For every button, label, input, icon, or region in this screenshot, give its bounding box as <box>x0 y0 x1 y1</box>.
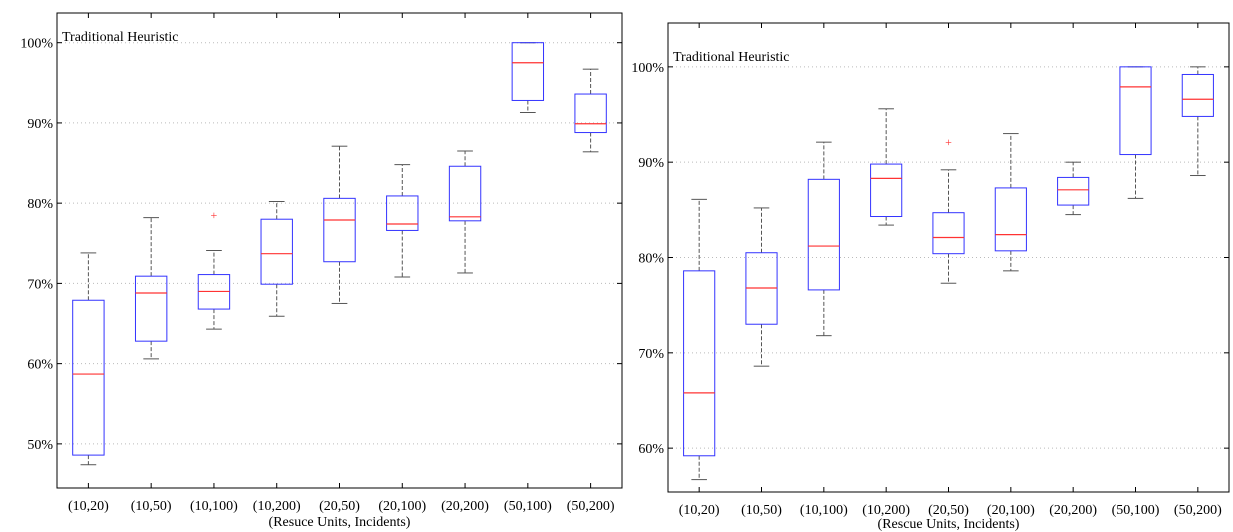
outlier-marker: + <box>945 135 952 149</box>
box-iqr <box>72 299 105 456</box>
x-tick-label: (20,100) <box>987 503 1035 518</box>
chart-title: Traditional Heuristic <box>62 30 179 45</box>
box-iqr <box>994 187 1027 252</box>
box-plot-8: (50,200) <box>1174 23 1222 518</box>
box-iqr <box>574 93 607 134</box>
box-plot-2: + (10,100) <box>190 13 238 514</box>
box-iqr <box>932 212 965 255</box>
box-plot-5: (20,100) <box>378 13 427 514</box>
x-tick-label: (20,200) <box>1049 503 1097 518</box>
x-tick-label: (50,200) <box>1174 503 1222 518</box>
x-tick-label: (10,50) <box>131 499 172 514</box>
x-axis-title: (Rescue Units, Incidents) <box>878 517 1020 532</box>
right-chart-panel: 60% 70% 80% 90% 100% (10,20) (10,50) (10,100) (1… <box>631 22 1230 532</box>
box-iqr <box>1119 66 1152 156</box>
box-plot-0: (10,20) <box>679 23 720 518</box>
y-tick-label: 70% <box>27 277 53 292</box>
y-tick-label: 100% <box>631 61 664 76</box>
box-iqr <box>1181 73 1214 117</box>
box-iqr <box>511 42 545 101</box>
box-iqr <box>870 163 903 218</box>
box-plot-2: (10,100) <box>800 23 848 518</box>
x-tick-label: (50,200) <box>567 499 615 514</box>
y-tick-label: 50% <box>27 438 53 453</box>
x-tick-label: (50,100) <box>504 499 552 514</box>
box-plot-4: (20,50) <box>319 13 360 514</box>
box-plot-5: (20,100) <box>987 23 1035 518</box>
box-plot-1: (10,50) <box>131 13 172 514</box>
y-tick-label: 90% <box>27 117 53 132</box>
box-plot-8: (50,200) <box>567 13 615 514</box>
box-iqr <box>448 165 482 222</box>
x-tick-label: (50,100) <box>1112 503 1160 518</box>
y-tick-label: 80% <box>27 197 53 212</box>
box-plot-3: (10,200) <box>862 23 910 518</box>
y-tick-label: 70% <box>638 347 664 362</box>
box-plot-1: (10,50) <box>741 23 782 518</box>
x-tick-label: (20,50) <box>928 503 969 518</box>
x-tick-label: (10,20) <box>679 503 720 518</box>
x-tick-label: (20,50) <box>319 499 360 514</box>
x-tick-label: (10,20) <box>68 499 109 514</box>
plot-frame <box>56 12 623 489</box>
outlier-marker: + <box>211 208 218 222</box>
box-plot-7: (50,100) <box>504 13 552 514</box>
box-plot-0: (10,20) <box>68 13 109 514</box>
box-plot-7: (50,100) <box>1112 23 1160 518</box>
box-plot-6: (20,200) <box>441 13 489 514</box>
box-iqr <box>134 275 168 342</box>
y-tick-label: 90% <box>638 156 664 171</box>
box-iqr <box>807 178 840 291</box>
box-iqr <box>386 195 419 231</box>
y-tick-label: 100% <box>20 37 53 52</box>
chart-title: Traditional Heuristic <box>673 50 790 65</box>
x-tick-label: (20,100) <box>378 499 426 514</box>
y-tick-label: 60% <box>27 358 53 373</box>
left-chart-panel: 50% 60% 70% 80% 90% 100% (10,20) (10,50) + (10,10… <box>20 12 623 530</box>
box-plot-4: + (20,50) <box>928 23 969 518</box>
y-tick-label: 60% <box>638 442 664 457</box>
x-tick-label: (10,50) <box>741 503 782 518</box>
x-axis-title: (Resuce Units, Incidents) <box>269 515 411 530</box>
box-iqr <box>323 197 356 263</box>
box-iqr <box>260 218 293 285</box>
x-tick-label: (10,100) <box>800 503 848 518</box>
x-tick-label: (20,200) <box>441 499 489 514</box>
x-tick-label: (10,100) <box>190 499 238 514</box>
box-iqr <box>1057 176 1090 206</box>
x-tick-label: (10,200) <box>253 499 301 514</box>
box-plot-3: (10,200) <box>253 13 301 514</box>
box-iqr <box>683 270 716 457</box>
x-tick-label: (10,200) <box>862 503 910 518</box>
box-plot-6: (20,200) <box>1049 23 1097 518</box>
y-tick-label: 80% <box>638 252 664 267</box>
